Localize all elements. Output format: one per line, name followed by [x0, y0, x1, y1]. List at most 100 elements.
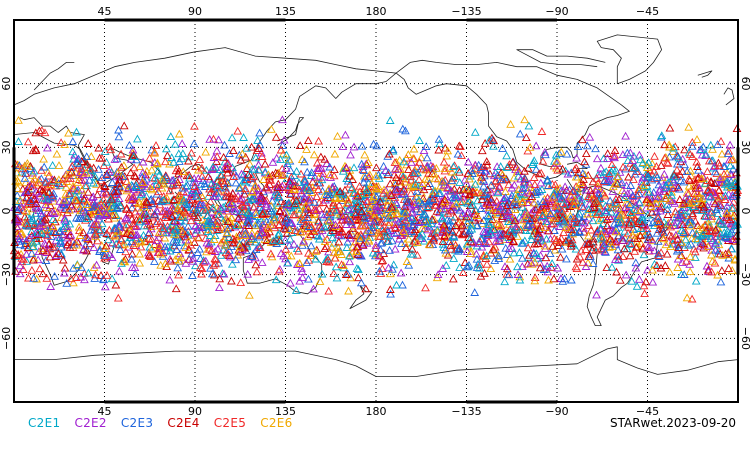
observation-marker — [545, 249, 555, 258]
observation-marker — [682, 293, 692, 302]
observation-marker — [257, 258, 267, 266]
observation-marker — [585, 239, 595, 247]
observation-marker — [408, 249, 418, 258]
observation-marker — [385, 245, 394, 254]
observation-marker — [674, 243, 683, 251]
observation-marker — [56, 138, 66, 147]
observation-marker — [669, 177, 678, 186]
observation-marker — [50, 175, 59, 184]
observation-marker — [251, 260, 261, 269]
observation-marker — [90, 220, 99, 229]
observation-marker — [523, 259, 533, 268]
observation-marker — [400, 189, 409, 198]
observation-marker — [470, 164, 480, 173]
observation-marker — [178, 227, 187, 236]
observation-marker — [80, 175, 90, 184]
observation-marker — [407, 157, 416, 166]
observation-marker — [300, 194, 310, 203]
observation-marker — [74, 214, 84, 222]
observation-marker — [83, 187, 93, 196]
observation-marker — [183, 221, 193, 230]
observation-marker — [157, 175, 167, 184]
observation-marker — [578, 216, 587, 225]
observation-marker — [359, 177, 369, 186]
observation-marker — [248, 164, 257, 173]
observation-marker — [343, 214, 352, 223]
observation-marker — [14, 115, 23, 124]
observation-marker — [318, 198, 328, 206]
observation-marker — [395, 176, 405, 185]
observation-marker — [497, 212, 507, 220]
observation-marker — [202, 247, 211, 256]
observation-marker — [483, 211, 493, 219]
observation-marker — [421, 165, 431, 174]
observation-marker — [396, 165, 405, 173]
observation-marker — [188, 253, 198, 262]
observation-marker — [337, 260, 346, 269]
observation-marker — [216, 203, 226, 212]
observation-marker — [122, 220, 131, 229]
observation-marker — [60, 213, 70, 222]
observation-marker — [195, 244, 204, 253]
observation-marker — [666, 222, 676, 231]
observation-marker — [634, 274, 644, 283]
observation-marker — [683, 217, 693, 226]
observation-marker — [729, 210, 739, 219]
observation-marker — [179, 195, 189, 204]
observation-marker — [659, 234, 669, 243]
observation-marker — [41, 214, 51, 223]
observation-marker — [428, 195, 437, 203]
observation-marker — [111, 280, 121, 289]
observation-marker — [624, 220, 634, 229]
observation-marker — [726, 169, 735, 178]
observation-marker — [670, 221, 680, 229]
observation-marker — [66, 274, 76, 283]
observation-marker — [73, 199, 83, 208]
observation-marker — [177, 196, 187, 205]
observation-marker — [292, 166, 301, 175]
observation-marker — [272, 153, 282, 162]
observation-marker — [251, 237, 260, 246]
observation-marker — [673, 213, 683, 222]
observation-marker — [508, 157, 518, 166]
observation-marker — [547, 259, 557, 267]
observation-marker — [172, 234, 181, 243]
observation-marker — [439, 157, 449, 166]
observation-marker — [114, 219, 124, 228]
observation-marker — [681, 192, 691, 201]
observation-marker — [218, 216, 228, 225]
observation-marker — [341, 130, 350, 139]
observation-marker — [42, 273, 52, 282]
observation-marker — [295, 141, 305, 150]
observation-marker — [511, 165, 520, 173]
observation-marker — [112, 154, 122, 163]
observation-marker — [587, 194, 597, 203]
observation-marker — [266, 220, 275, 229]
frame-bar-bottom — [466, 400, 557, 404]
observation-marker — [307, 188, 317, 196]
observation-marker — [684, 240, 693, 249]
observation-marker — [13, 214, 23, 223]
observation-marker — [107, 195, 116, 203]
observation-marker — [366, 227, 376, 236]
observation-marker — [317, 175, 327, 184]
observation-marker — [344, 286, 353, 295]
observation-marker — [617, 217, 626, 226]
observation-marker — [73, 177, 83, 186]
observation-marker — [48, 215, 58, 223]
observation-marker — [458, 197, 468, 206]
observation-marker — [556, 147, 566, 156]
observation-marker — [389, 210, 399, 219]
observation-marker — [533, 239, 543, 248]
observation-marker — [156, 221, 165, 230]
observation-marker — [284, 198, 294, 207]
observation-marker — [644, 229, 654, 238]
lon-label-bottom: 45 — [98, 405, 112, 418]
observation-marker — [632, 190, 642, 199]
observation-marker — [22, 193, 31, 202]
observation-marker — [272, 198, 282, 207]
observation-marker — [356, 278, 366, 287]
observation-marker — [66, 174, 75, 182]
observation-marker — [621, 164, 630, 173]
observation-marker — [235, 242, 245, 251]
